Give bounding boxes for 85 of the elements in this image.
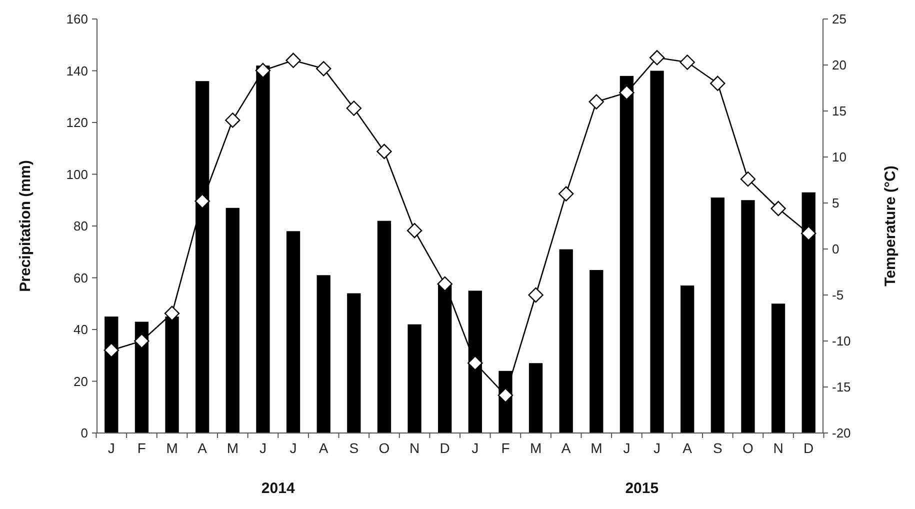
y2-tick-label: 0: [832, 242, 840, 257]
point: [286, 52, 301, 68]
y2-tick-label: 10: [832, 150, 846, 165]
point: [801, 226, 816, 241]
bar: [528, 363, 543, 433]
y-tick-label: 40: [74, 322, 88, 338]
bar: [590, 270, 604, 433]
y2-tick-label: -10: [832, 334, 851, 349]
x-tick-label: M: [590, 440, 602, 456]
bar: [771, 304, 786, 433]
bar: [286, 231, 300, 433]
x-tick-label: A: [318, 440, 329, 456]
bar: [408, 324, 422, 433]
y2-tick-label: 15: [832, 104, 846, 119]
y-tick-label: 60: [74, 270, 88, 286]
y-tick-label: 0: [80, 426, 88, 441]
y2-tick-label: 25: [832, 12, 846, 27]
y-tick-label: 140: [66, 63, 88, 78]
point: [740, 171, 756, 187]
point: [770, 200, 786, 216]
x-tick-label: F: [137, 440, 146, 456]
point: [649, 50, 665, 66]
x-tick-label: J: [472, 440, 479, 456]
text: 2014: [261, 480, 296, 497]
bar: [559, 249, 573, 433]
y-tick-label: 160: [66, 12, 88, 27]
bar: [741, 200, 755, 433]
point: [134, 333, 150, 349]
point: [316, 61, 332, 76]
y2-axis-title: Temperature (°C): [882, 166, 899, 286]
y-tick-label: 100: [66, 166, 88, 182]
point: [104, 342, 119, 358]
y-tick-label: 120: [66, 115, 88, 130]
x-tick-label: A: [198, 440, 208, 456]
bar: [680, 286, 694, 433]
x-tick-label: M: [166, 440, 178, 456]
x-tick-label: N: [409, 440, 420, 456]
x-tick-label: D: [804, 440, 814, 456]
point: [164, 306, 180, 321]
y-tick-label: 20: [74, 374, 88, 389]
y2-tick-label: -5: [832, 288, 844, 303]
point: [468, 355, 483, 371]
point: [558, 186, 574, 202]
x-tick-label: J: [623, 440, 630, 456]
point: [255, 62, 271, 78]
bar: [710, 198, 724, 433]
x-tick-label: M: [530, 440, 542, 456]
point: [680, 54, 695, 70]
y2-tick-label: 20: [832, 58, 846, 73]
bar: [377, 220, 392, 433]
point: [406, 223, 422, 238]
point: [710, 76, 726, 91]
bar: [226, 208, 240, 433]
point: [437, 276, 452, 292]
point: [588, 94, 604, 110]
x-tick-label: S: [349, 440, 359, 456]
text: 2015: [625, 480, 659, 497]
x-tick-label: J: [108, 440, 115, 456]
x-tick-label: J: [654, 440, 661, 456]
point: [376, 144, 392, 160]
bar: [347, 293, 361, 433]
x-tick-label: O: [378, 440, 390, 456]
y-axis-title: Precipitation (mm): [17, 160, 34, 292]
x-tick-label: A: [682, 440, 693, 456]
point: [498, 388, 514, 403]
x-tick-label: J: [259, 440, 266, 456]
point: [528, 287, 544, 303]
point: [225, 112, 240, 128]
bar: [316, 275, 330, 433]
y2-tick-label: 5: [832, 196, 840, 211]
x-tick-label: J: [290, 440, 297, 456]
x-tick-label: N: [773, 440, 784, 456]
x-tick-label: D: [440, 440, 450, 456]
x-tick-label: F: [501, 440, 510, 456]
point: [194, 194, 210, 209]
x-tick-label: A: [561, 440, 572, 456]
point: [619, 85, 634, 100]
x-tick-label: O: [742, 440, 754, 456]
y2-tick-label: -20: [832, 426, 851, 441]
y2-tick-label: -15: [832, 380, 851, 395]
point: [346, 100, 362, 116]
x-tick-label: M: [226, 440, 238, 456]
x-tick-label: S: [712, 440, 722, 456]
bar: [650, 70, 664, 433]
y-tick-label: 80: [74, 218, 88, 234]
